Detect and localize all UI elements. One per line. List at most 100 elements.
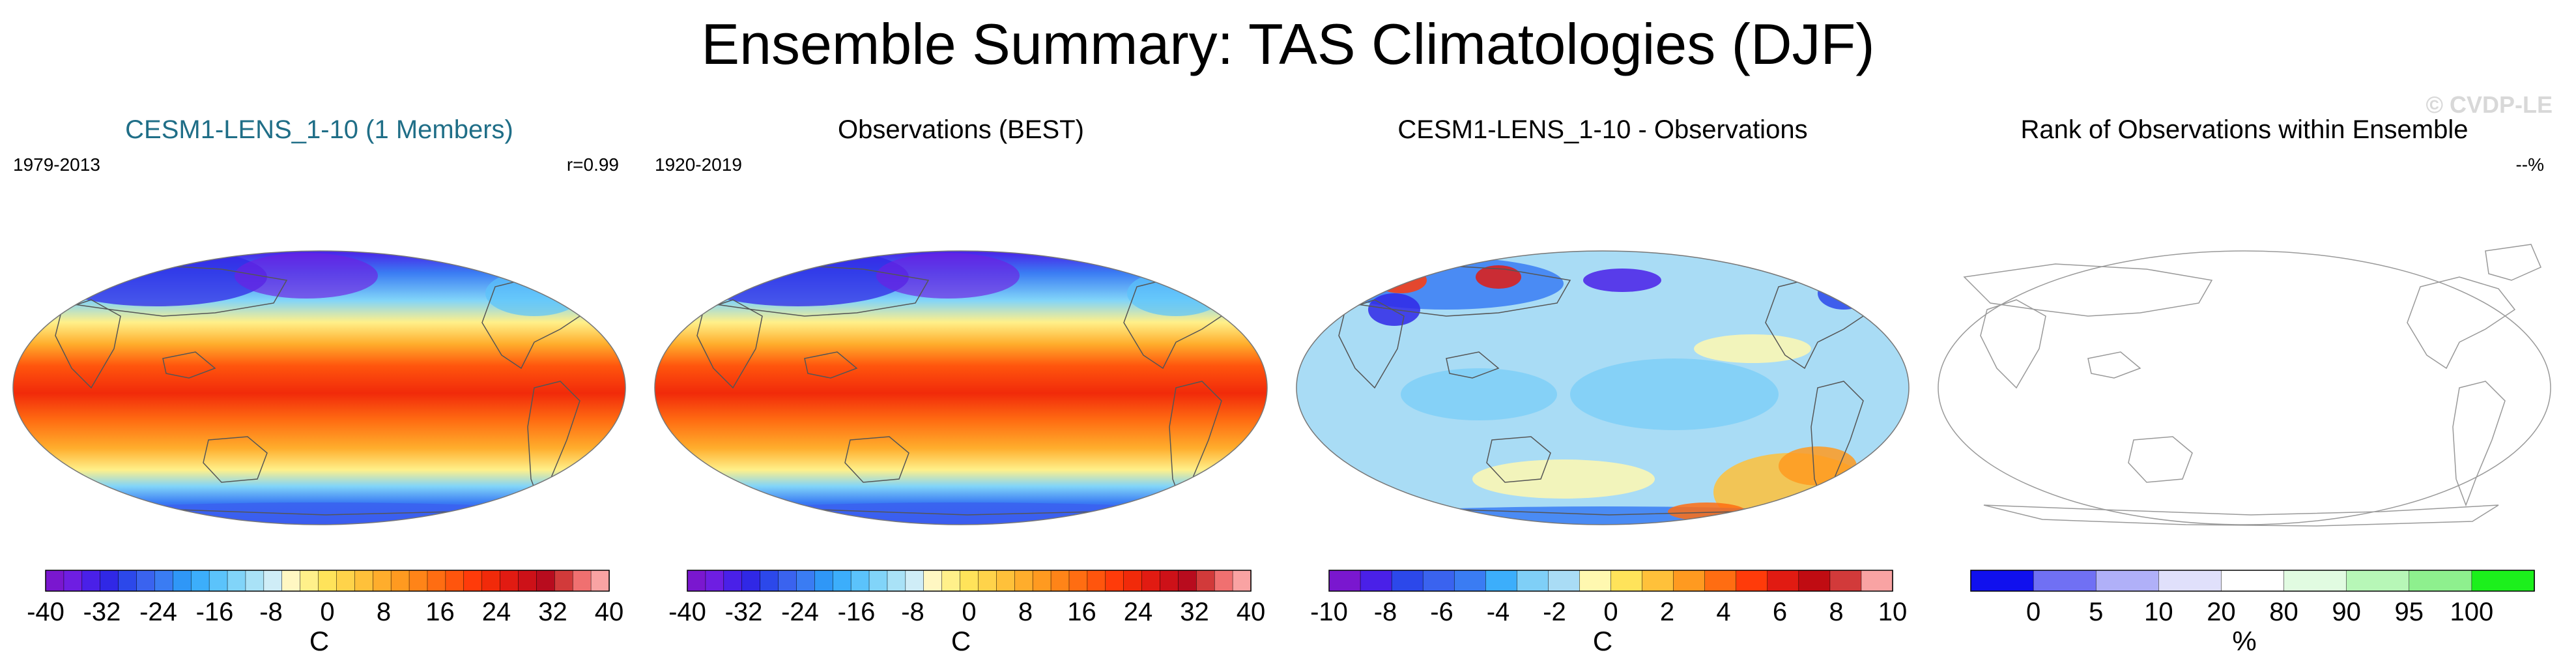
colorbar-swatch: [1014, 570, 1033, 592]
cold-anomaly-region: [235, 253, 378, 299]
colorbar-tick-label: -4: [1487, 598, 1510, 626]
colorbar-swatch: [354, 570, 374, 592]
colorbar-swatch: [1485, 570, 1518, 592]
panel-title: CESM1-LENS_1-10 (1 Members): [125, 115, 513, 144]
colorbar-swatch: [136, 570, 156, 592]
colorbar-swatch: [45, 570, 64, 592]
colorbar-swatch: [1105, 570, 1124, 592]
colorbar: -40 -32 -24 -16 -8 0 8 16 24 32 40: [27, 570, 623, 626]
panel-title: CESM1-LENS_1-10 - Observations: [1397, 115, 1808, 144]
colorbar: -10 -8 -6 -4 -2 0 2 4 6 8 10: [1310, 570, 1907, 626]
colorbar-tick-label: -16: [838, 598, 876, 626]
rank-stat-label: --%: [2515, 154, 2544, 175]
difference-region: [1401, 368, 1557, 420]
colorbar-swatch: [463, 570, 483, 592]
coastline: [1486, 436, 1551, 483]
colorbar-tick-label: -24: [781, 598, 819, 626]
colorbar-swatch: [1391, 570, 1424, 592]
correlation-label: r=0.99: [566, 154, 619, 175]
colorbar-swatch: [1068, 570, 1088, 592]
colorbar-swatch: [300, 570, 319, 592]
colorbar-tick-label: 32: [538, 598, 567, 626]
colorbar-swatch: [518, 570, 537, 592]
map-border: [1938, 250, 2551, 525]
colorbar-swatch: [245, 570, 265, 592]
colorbar-tick-label: 32: [1180, 598, 1209, 626]
colorbar-tick-label: -10: [1310, 598, 1348, 626]
coastline: [2452, 381, 2506, 507]
colorbar-tick-label: 8: [1018, 598, 1033, 626]
colorbar-swatch: [996, 570, 1016, 592]
colorbar-tick-label: 95: [2395, 598, 2424, 626]
colorbar-tick-label: 24: [1124, 598, 1153, 626]
colorbar-unit-label: C: [1592, 626, 1613, 656]
colorbar-swatch: [1673, 570, 1706, 592]
colorbar-swatch: [960, 570, 979, 592]
colorbar-swatch: [190, 570, 210, 592]
colorbar-swatch: [390, 570, 410, 592]
panel-title: Rank of Observations within Ensemble: [2020, 115, 2469, 144]
colorbar-swatch: [1642, 570, 1674, 592]
colorbar-tick-label: 8: [1829, 598, 1843, 626]
coastline: [1843, 251, 1900, 281]
difference-region: [1570, 358, 1779, 430]
colorbar-swatch: [1123, 570, 1143, 592]
colorbar-swatch: [868, 570, 888, 592]
colorbar-tick-label: 0: [962, 598, 976, 626]
colorbar-tick-label: 2: [1660, 598, 1674, 626]
colorbar-swatch: [705, 570, 724, 592]
colorbar-frame: [1970, 570, 2535, 592]
colorbar-swatch: [336, 570, 356, 592]
colorbar-swatch: [2283, 570, 2347, 592]
colorbar-tick-label: -8: [1374, 598, 1397, 626]
colorbar-swatch: [778, 570, 797, 592]
colorbar-tick-label: 0: [1603, 598, 1618, 626]
difference-region: [1342, 506, 1863, 525]
colorbar-swatch: [554, 570, 573, 592]
colorbar-swatch: [1453, 570, 1487, 592]
colorbar-tick-label: 0: [320, 598, 334, 626]
map-plot: -10 -8 -6 -4 -2 0 2 4 6 8 10: [1296, 250, 1910, 626]
colorbar-swatch: [227, 570, 246, 592]
colorbar-swatch: [2158, 570, 2222, 592]
coastline: [1446, 351, 1500, 379]
colorbar-swatch: [373, 570, 392, 592]
colorbar-tick-label: -32: [725, 598, 763, 626]
coastline: [1983, 504, 2499, 527]
colorbar-swatch: [1548, 570, 1581, 592]
colorbar-swatch: [1360, 570, 1392, 592]
difference-region: [1583, 269, 1661, 292]
colorbar-swatch: [687, 570, 706, 592]
colorbar-swatch: [978, 570, 997, 592]
colorbar-swatch: [481, 570, 501, 592]
coastline: [162, 351, 216, 379]
colorbar-swatch: [1579, 570, 1612, 592]
colorbar-tick-label: 80: [2269, 598, 2298, 626]
difference-region: [1818, 277, 1870, 310]
colorbar-swatch: [814, 570, 833, 592]
colorbar-tick-label: -8: [259, 598, 283, 626]
panel-difference: CESM1-LENS_1-10 - Observations -10 -8 -6 -4…: [1283, 114, 1922, 662]
colorbar-frame: [687, 570, 1252, 592]
colorbar-swatch: [832, 570, 852, 592]
colorbar-swatch: [2346, 570, 2410, 592]
colorbar-swatch: [100, 570, 119, 592]
colorbar-tick-label: -40: [27, 598, 64, 626]
coastline: [55, 299, 121, 389]
colorbar-swatch: [1141, 570, 1161, 592]
colorbar-swatch: [1050, 570, 1070, 592]
coastline: [1201, 251, 1258, 281]
colorbar-swatch: [81, 570, 101, 592]
colorbar-swatch: [941, 570, 961, 592]
map-border: [654, 250, 1268, 525]
coastline: [804, 351, 858, 379]
colorbar-swatch: [63, 570, 83, 592]
coastline: [844, 436, 909, 483]
colorbar-tick-label: 40: [595, 598, 624, 626]
coastline: [560, 251, 616, 281]
colorbar-swatch: [1328, 570, 1361, 592]
panel-rank: Rank of Observations within Ensemble --%…: [1925, 114, 2564, 662]
colorbar-swatch: [723, 570, 743, 592]
coastline: [203, 436, 268, 483]
difference-region: [1375, 267, 1427, 293]
